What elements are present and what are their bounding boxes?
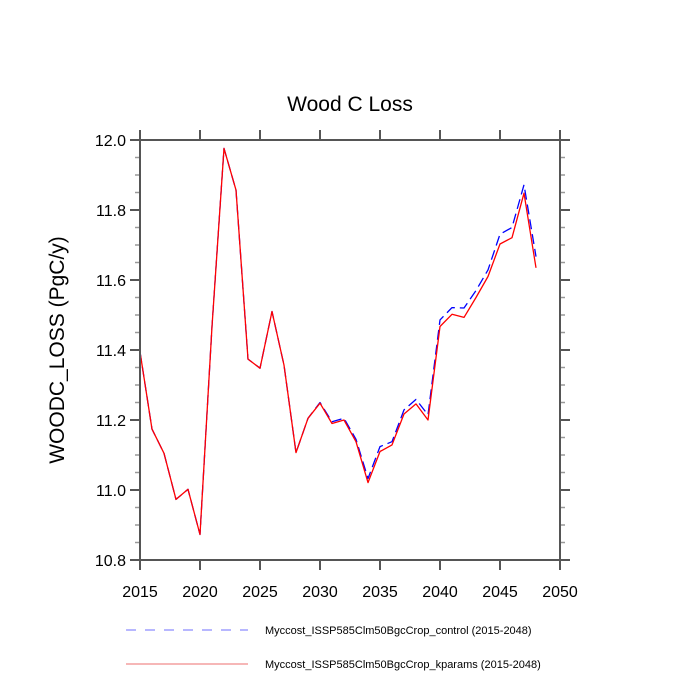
tick-labels: 2015 2020 2025 2030 2035 2040 2045 2050 10.8 11.0… xyxy=(95,133,578,601)
plot-frame xyxy=(139,139,561,561)
axis-ticks xyxy=(130,130,570,570)
series-line-0 xyxy=(139,147,537,536)
y-tick-label: 12.0 xyxy=(95,133,126,150)
legend-label-kparams: Myccost_ISSP585Clm50BgcCrop_kparams (201… xyxy=(265,659,541,671)
y-axis-label: WOODC_LOSS (PgC/y) xyxy=(46,236,69,464)
y-tick-label: 11.8 xyxy=(96,203,126,220)
y-tick-label: 11.0 xyxy=(96,483,126,500)
y-tick-label: 11.2 xyxy=(96,413,126,430)
x-tick-label: 2035 xyxy=(362,584,398,601)
x-tick-label: 2025 xyxy=(242,584,278,601)
series-line-1 xyxy=(139,147,537,536)
legend: Myccost_ISSP585Clm50BgcCrop_control (201… xyxy=(126,625,541,671)
legend-label-control: Myccost_ISSP585Clm50BgcCrop_control (201… xyxy=(265,625,532,637)
series-lines xyxy=(139,147,537,536)
y-tick-label: 10.8 xyxy=(95,553,126,570)
x-tick-label: 2030 xyxy=(302,584,338,601)
y-tick-label: 11.6 xyxy=(96,273,126,290)
x-tick-label: 2015 xyxy=(122,584,158,601)
y-tick-label: 11.4 xyxy=(96,343,126,360)
x-tick-label: 2050 xyxy=(542,584,578,601)
chart-title: Wood C Loss xyxy=(287,93,413,116)
x-tick-label: 2040 xyxy=(422,584,458,601)
x-tick-label: 2045 xyxy=(482,584,518,601)
x-tick-label: 2020 xyxy=(182,584,218,601)
